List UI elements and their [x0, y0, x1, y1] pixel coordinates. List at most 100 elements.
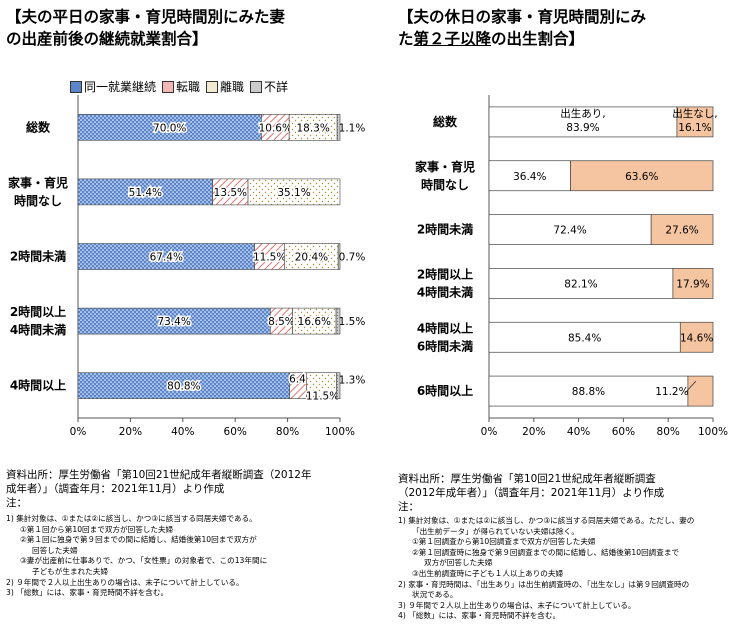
right-x-tick-label: 80%	[657, 426, 680, 438]
left-data-label: 13.5%	[214, 187, 247, 199]
left-data-label: 1.1%	[339, 122, 366, 134]
left-bar-segment	[337, 243, 341, 270]
left-data-label: 1.5%	[339, 316, 366, 328]
right-x-tick-label: 20%	[522, 426, 545, 438]
left-bar-segment	[336, 372, 341, 400]
left-x-tick-label: 100%	[325, 426, 355, 438]
left-data-label: 80.8%	[167, 381, 200, 393]
left-data-label: 73.4%	[157, 316, 190, 328]
left-x-tick-label: 80%	[276, 426, 299, 438]
left-note-2: 2) ９年間で２人以上出生ありの場合は、末子について計上している。	[6, 577, 244, 587]
right-notes-head: 注：	[398, 501, 419, 513]
right-category-label: 家事・育児	[415, 159, 475, 174]
right-category-label: 2時間未満	[417, 222, 473, 237]
left-bar-segment	[77, 307, 271, 335]
left-category-label: 2時間以上	[10, 304, 66, 319]
left-bar-segment	[261, 113, 290, 141]
right-source-line1: 資料出所：厚生労働省「第10回21世紀成年者縦断調査	[398, 473, 656, 485]
right-category-label: 6時間未満	[417, 338, 473, 353]
right-category-label: 4時間以上	[417, 320, 473, 335]
right-data-label: 83.9%	[566, 122, 599, 134]
right-data-label: 82.1%	[564, 278, 597, 290]
right-leader-line	[684, 380, 697, 394]
left-data-label: 35.1%	[277, 187, 310, 199]
left-notes: 1) 集計対象は、①または②に該当し、かつ③に該当する同居夫婦である。 ①第１回…	[6, 514, 267, 599]
right-title-line2-c: の出生割合】	[491, 30, 585, 48]
right-chart-title: 【夫の休日の家事・育児時間別にみ た第２子以降の出生割合】	[398, 6, 646, 50]
left-chart-title: 【夫の平日の家事・育児時間別にみた妻 の出産前後の継続就業割合】	[6, 6, 285, 50]
right-bar-segment	[488, 375, 689, 407]
left-data-label: 20.4%	[295, 252, 328, 264]
left-bar-segment	[77, 372, 290, 400]
right-category-label: 時間なし	[421, 177, 469, 192]
left-bar-segment	[77, 113, 262, 141]
left-data-label: 1.3%	[339, 375, 366, 387]
right-bar-segment	[650, 214, 714, 245]
legend-label-job-change: 転職	[176, 80, 201, 94]
right-x-tick-label: 100%	[698, 426, 728, 438]
right-note-3: 3) ９年間で２人以上出生ありの場合は、末子について計上している。	[398, 600, 636, 610]
right-note-1-b: ②第１回調査時に独身で第９回調査までの間に結婚し、結婚後第10回調査まで	[412, 547, 680, 557]
legend-swatch-leave	[206, 80, 219, 93]
right-note-2-cont: 状況である。	[412, 590, 458, 600]
left-data-label: 18.3%	[296, 122, 329, 134]
left-note-1-a: ①第１回から第10回まで双方が回答した夫婦	[20, 524, 174, 534]
right-bar-segment	[488, 321, 681, 353]
right-data-label: 85.4%	[568, 332, 601, 344]
right-data-label: 36.4%	[513, 171, 546, 183]
left-data-label: 11.5%	[306, 391, 339, 403]
left-note-1-c-cont: 子どもが生まれた夫婦	[32, 566, 108, 576]
left-notes-head: 注：	[6, 497, 27, 509]
right-bar-segment	[488, 268, 674, 299]
right-source: 資料出所：厚生労働省「第10回21世紀成年者縦断調査 （2012年成年者）」（調…	[398, 472, 664, 514]
left-category-label: 2時間未満	[10, 249, 66, 264]
left-title-line1: 【夫の平日の家事・育児時間別にみた妻	[6, 8, 286, 26]
left-source: 資料出所：厚生労働省「第10回21世紀成年者縦断調査（2012年 成年者）」（調…	[6, 468, 311, 510]
right-data-label: 27.6%	[665, 225, 698, 237]
right-note-1-cont: 「出生前データ」が得られていない夫婦は除く。	[412, 526, 579, 536]
legend-label-leave: 離職	[220, 80, 245, 94]
left-category-label: 4時間未満	[10, 322, 66, 337]
right-category-label: 総数	[433, 114, 458, 129]
legend-swatch-unknown	[250, 80, 263, 93]
right-note-1-a: ①第１回調査から第10回調査まで双方が回答した夫婦	[412, 537, 596, 547]
legend-label-continue: 同一就業継続	[84, 80, 157, 94]
right-title-line2-b: 第２子以降	[413, 30, 492, 48]
right-category-label: 2時間以上	[417, 266, 473, 281]
left-note-1: 1) 集計対象は、①または②に該当し、かつ③に該当する同居夫婦である。	[6, 514, 257, 523]
left-bar-segment	[336, 113, 341, 141]
right-x-tick-label: 40%	[567, 426, 590, 438]
right-x-tick-label: 0%	[481, 426, 498, 438]
right-bar-segment	[672, 268, 714, 299]
right-data-label: 14.6%	[680, 332, 713, 344]
left-bar-segment	[254, 243, 286, 270]
right-data-label: 11.2%	[655, 386, 688, 398]
left-source-line2: 成年者）」（調査年月：2021年11月）より作成	[6, 483, 225, 495]
right-bar-segment	[679, 321, 714, 353]
right-bar-segment	[676, 106, 714, 138]
left-data-label: 51.4%	[129, 187, 162, 199]
right-source-line2: （2012年成年者）」（調査年月：2021年11月）より作成	[398, 487, 665, 499]
left-data-label: 67.4%	[150, 252, 183, 264]
right-bar-segment	[570, 160, 714, 192]
right-title-line2: た第２子以降の出生割合】	[398, 28, 646, 50]
left-stacked-bar-chart: 0% 20% 40% 60% 80% 100% 総数 70.0% 10.6% 18.3% 1.1% 家…	[8, 95, 366, 438]
legend-label-unknown: 不詳	[264, 80, 289, 94]
left-legend: 同一就業継続 転職 離職 不詳	[64, 78, 288, 95]
right-data-label: 17.9%	[676, 278, 709, 290]
left-bar-segment	[306, 372, 337, 400]
left-x-tick-label: 0%	[70, 426, 87, 438]
left-bar-segment	[77, 243, 255, 270]
right-note-1-b-cont: 双方が回答した夫婦	[424, 558, 493, 568]
right-note-1-c: ③出生前調査時に子ども１人以上ありの夫婦	[412, 568, 564, 578]
left-bar-segment	[335, 307, 341, 335]
left-category-label: 時間なし	[14, 193, 62, 208]
right-top-label-birth: 出生あり,	[560, 107, 605, 120]
left-category-label: 4時間以上	[10, 378, 66, 393]
right-stacked-bar-chart: 0% 20% 40% 60% 80% 100% 総数 83.9% 16.1% 出生あり, 出生なし,…	[415, 95, 728, 438]
right-data-label: 63.6%	[625, 171, 658, 183]
left-note-1-c: ③妻が出産前に仕事ありで、かつ、「女性票」の対象者で、この13年間に	[20, 556, 268, 566]
legend-swatch-continue	[70, 80, 82, 93]
left-title-line2: の出産前後の継続就業割合】	[6, 30, 208, 48]
left-source-line1: 資料出所：厚生労働省「第10回21世紀成年者縦断調査（2012年	[6, 469, 312, 481]
